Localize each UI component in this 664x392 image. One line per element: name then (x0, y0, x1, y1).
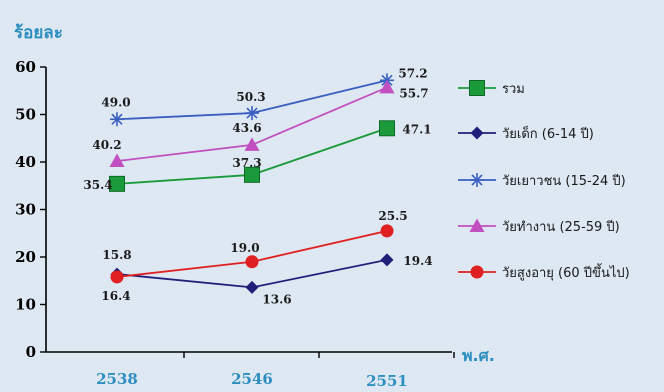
x-tick-label: 2551 (366, 372, 408, 390)
legend-label: รวม (502, 82, 525, 97)
legend-marker (470, 173, 484, 187)
legend-item: วัยเด็ก (6-14 ปี) (458, 124, 594, 142)
legend-label: วัยทำงาน (25-59 ปี) (502, 219, 620, 235)
data-label: 49.0 (101, 95, 130, 109)
x-tick-label: 2546 (231, 370, 273, 388)
data-label: 13.6 (262, 292, 291, 306)
data-label: 35.4 (83, 178, 112, 192)
y-tick-label: 30 (15, 201, 36, 219)
series-3-point-1 (244, 137, 260, 151)
legend-marker (470, 265, 484, 279)
series-1-point-2 (380, 253, 394, 267)
y-ticks: 0 10 20 30 40 50 60 (15, 58, 46, 361)
data-label: 47.1 (402, 122, 431, 136)
asterisk-stroke (246, 107, 258, 119)
y-tick-label: 10 (15, 296, 36, 314)
data-labels: 35.4 37.3 47.1 16.4 13.6 19.4 49.0 50.3 57.2 40.2… (83, 66, 432, 306)
legend-label: วัยสูงอายุ (60 ปีขึ้นไป) (502, 263, 630, 281)
y-axis-label: ร้อยละ (14, 23, 63, 43)
data-label: 19.4 (403, 254, 432, 268)
data-label: 55.7 (399, 86, 428, 100)
series-2-point-1 (245, 106, 259, 121)
series-0-point-2 (379, 120, 395, 137)
series-1-point-1 (245, 280, 259, 294)
series-4-point-1 (245, 255, 259, 269)
series-2-point-0 (110, 112, 124, 127)
y-tick-label: 20 (15, 248, 36, 266)
series-4-point-2 (380, 224, 394, 238)
legend-marker (469, 218, 485, 232)
data-label: 50.3 (236, 90, 265, 104)
data-label: 57.2 (398, 66, 427, 80)
series-markers (109, 73, 395, 294)
legend-label: วัยเด็ก (6-14 ปี) (502, 124, 594, 142)
legend-marker (470, 126, 484, 140)
data-label: 37.3 (232, 156, 261, 170)
y-tick-label: 60 (15, 58, 36, 76)
y-tick-label: 40 (15, 153, 36, 171)
y-tick-label: 50 (15, 106, 36, 124)
series-3-point-0 (109, 153, 125, 168)
data-label: 19.0 (230, 241, 259, 255)
legend-marker (469, 80, 485, 96)
legend-item: รวม (458, 80, 525, 97)
legend-item: วัยเยาวชน (15-24 ปี) (458, 173, 626, 189)
data-label: 40.2 (92, 138, 121, 152)
x-axis-unit-label: พ.ศ. (462, 346, 495, 365)
series-3-point-2 (379, 79, 395, 94)
y-tick-label: 0 (26, 343, 36, 361)
x-tick-label: 2538 (96, 370, 138, 388)
legend-item: วัยสูงอายุ (60 ปีขึ้นไป) (458, 263, 630, 281)
data-label: 25.5 (378, 209, 407, 223)
asterisk-stroke (111, 113, 123, 125)
data-label: 16.4 (101, 289, 130, 303)
series-4-point-0 (110, 270, 124, 284)
data-label: 15.8 (102, 248, 131, 262)
legend-label: วัยเยาวชน (15-24 ปี) (502, 173, 626, 189)
legend-item: วัยทำงาน (25-59 ปี) (458, 218, 620, 235)
series-0-point-0 (109, 175, 125, 192)
data-label: 43.6 (232, 121, 261, 135)
series-0-point-1 (244, 166, 260, 183)
asterisk-stroke (471, 174, 483, 186)
x-ticks: 2538 2546 2551 (96, 352, 455, 390)
